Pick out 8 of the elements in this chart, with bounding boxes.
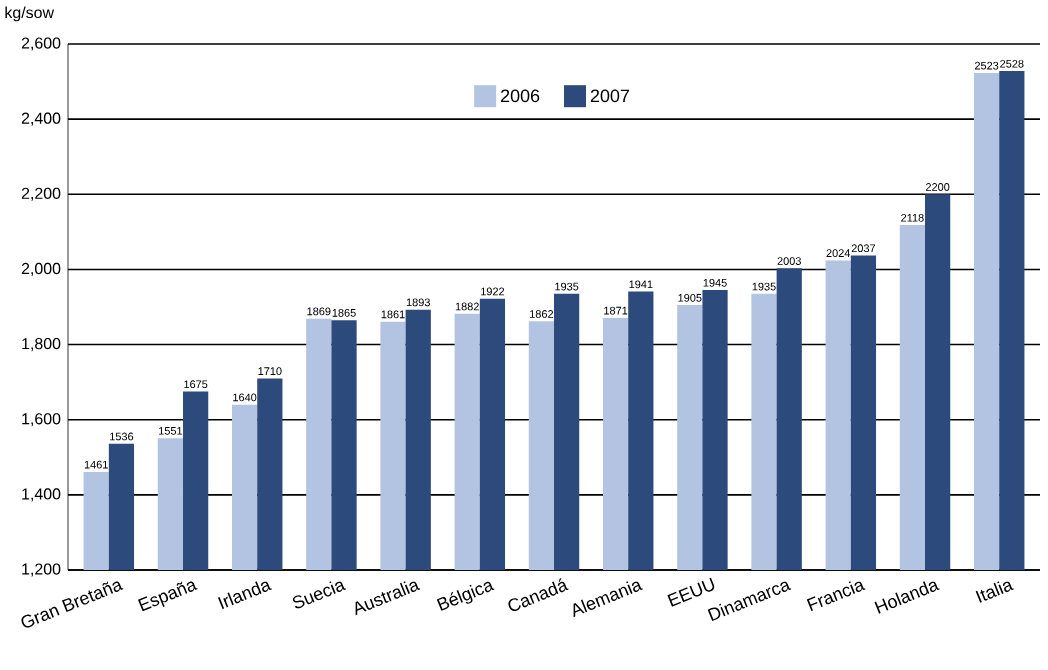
x-tick-label: Irlanda bbox=[217, 581, 272, 610]
x-tick-label: Francia bbox=[806, 581, 866, 612]
x-tick-label: España bbox=[138, 581, 198, 612]
legend-label: 2006 bbox=[501, 89, 540, 103]
x-tick-label: Suecia bbox=[292, 581, 347, 609]
legend-label: 2007 bbox=[590, 89, 629, 103]
x-tick-label: Italia bbox=[975, 581, 1014, 603]
x-tick-label: Bélgica bbox=[436, 581, 495, 611]
